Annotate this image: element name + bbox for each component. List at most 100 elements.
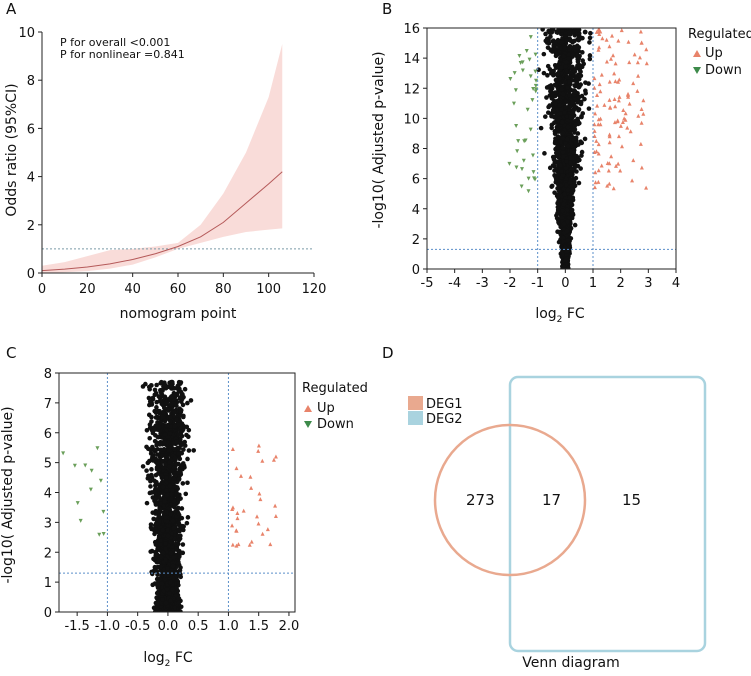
panel-b-up-point <box>593 170 597 174</box>
panel-b-point <box>572 69 577 74</box>
panel-b-point <box>554 154 559 159</box>
panel-b-point <box>566 238 571 243</box>
panel-a-ylabel: Odds ratio (95%CI) <box>4 83 20 216</box>
panel-b-point <box>561 131 566 136</box>
panel-b-point <box>553 90 558 95</box>
panel-b-up-point <box>614 61 618 65</box>
panel-b-point <box>562 222 567 227</box>
panel-b-point <box>562 192 567 197</box>
panel-b-down-point <box>530 98 534 102</box>
panel-b-up-point <box>605 60 609 64</box>
panel-b-point <box>553 83 558 88</box>
panel-b-point <box>574 45 579 50</box>
panel-b-up-point <box>644 186 648 190</box>
panel-b-point <box>568 115 573 120</box>
panel-b-up-point <box>609 154 613 158</box>
panel-c-point <box>178 457 183 462</box>
panel-b-point <box>543 114 548 119</box>
panel-b-ytick-label: 8 <box>412 143 420 158</box>
panel-b-point <box>571 53 576 58</box>
panel-b-up-point <box>608 105 612 109</box>
panel-b-point <box>551 108 556 113</box>
panel-b-up-point <box>607 182 611 186</box>
panel-b-point <box>556 135 561 140</box>
panel-b-point <box>580 58 585 63</box>
panel-b-point <box>545 73 550 78</box>
panel-b-point <box>580 150 585 155</box>
panel-b-up-point <box>619 124 623 128</box>
panel-b-up-point <box>640 40 644 44</box>
panel-b-xtick-label: -3 <box>476 276 489 291</box>
panel-b-point <box>549 112 554 117</box>
panel-b-point <box>557 103 562 108</box>
panel-b-down-point <box>514 124 518 128</box>
panel-b-up-point <box>639 142 643 146</box>
panel-b-point <box>548 89 553 94</box>
panel-b-up-point <box>617 95 621 99</box>
panel-b-point <box>572 39 577 44</box>
panel-c-point <box>145 428 150 433</box>
panel-b-up-point <box>598 82 602 86</box>
panel-c-point <box>187 448 192 453</box>
panel-b-up-point <box>612 71 616 75</box>
panel-b-point <box>570 100 575 105</box>
panel-c-point <box>180 551 185 556</box>
panel-b-up-point <box>602 103 606 107</box>
panel-b-legend-down-icon <box>693 67 701 74</box>
panel-a-xtick-label: 80 <box>215 282 232 297</box>
panel-b-point <box>553 40 558 45</box>
panel-b-down-point <box>513 71 517 75</box>
panel-b-point <box>588 36 593 41</box>
panel-b-up-point <box>641 112 645 116</box>
panel-b-point <box>577 64 582 69</box>
panel-b-xtick-label: -5 <box>421 276 434 291</box>
panel-c-point <box>155 591 160 596</box>
panel-b-up-point <box>631 158 635 162</box>
panel-b-point <box>571 183 576 188</box>
panel-b-point <box>565 75 570 80</box>
panel-b-up-point <box>625 126 629 130</box>
panel-c-point <box>148 491 153 496</box>
panel-c-point <box>154 502 159 507</box>
panel-b-point <box>568 156 573 161</box>
panel-b-point <box>563 64 568 69</box>
panel-b-point <box>571 150 576 155</box>
panel-b-up-point <box>608 80 612 84</box>
panel-b-point <box>588 31 593 36</box>
panel-c-point <box>170 488 175 493</box>
panel-c-point <box>159 473 164 478</box>
panel-b-point <box>563 245 568 250</box>
panel-b-up-point <box>607 169 611 173</box>
panel-b-xtick-label: 1 <box>589 276 597 291</box>
panel-a-xlabel: nomogram point <box>120 306 237 322</box>
panel-b-point <box>583 80 588 85</box>
panel-b-up-point <box>640 165 644 169</box>
panel-b-up-point <box>595 93 599 97</box>
panel-b-xtick-label: -4 <box>448 276 461 291</box>
panel-b-up-point <box>641 98 645 102</box>
panel-b-point <box>556 72 561 77</box>
panel-b-point <box>563 105 568 110</box>
panel-c-point <box>183 387 188 392</box>
panel-b-xtick-label: 3 <box>644 276 652 291</box>
panel-a-ci-band <box>42 44 282 273</box>
panel-b-up-point <box>594 149 598 153</box>
panel-b-xtick-label: -1 <box>531 276 544 291</box>
panel-c-point <box>181 481 186 486</box>
panel-b-point <box>579 73 584 78</box>
panel-b-down-point <box>516 139 520 143</box>
panel-c-point <box>177 389 182 394</box>
panel-b-up-point <box>616 162 620 166</box>
panel-b-up-point <box>594 139 598 143</box>
panel-b-down-point <box>515 149 519 153</box>
panel-b-up-point <box>605 38 609 42</box>
panel-b-point <box>561 54 566 59</box>
panel-c-points <box>61 380 278 615</box>
panel-b-down-point <box>521 69 525 73</box>
panel-b-up-point <box>612 186 616 190</box>
panel-b-up-point <box>607 44 611 48</box>
panel-b-xtick-label: 4 <box>672 276 680 291</box>
panel-b-up-point <box>627 40 631 44</box>
panel-b-point <box>551 163 556 168</box>
